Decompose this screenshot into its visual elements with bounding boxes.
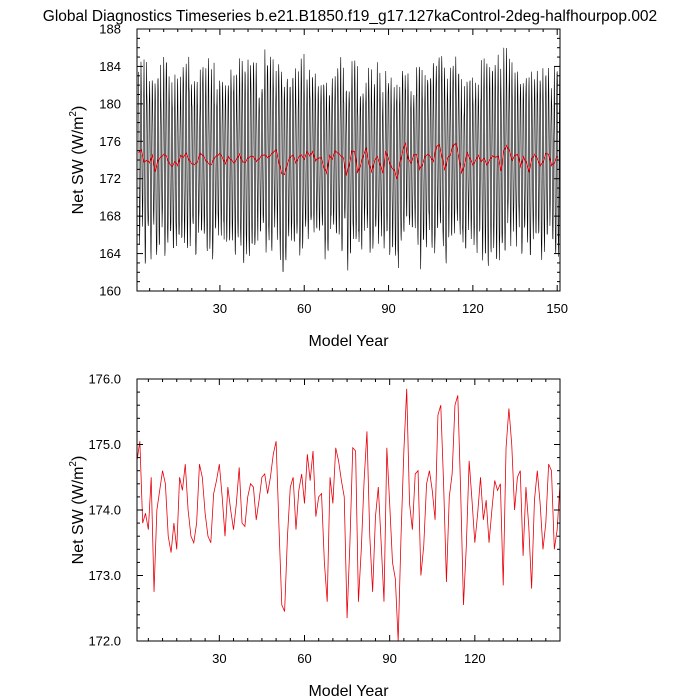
y-tick-label: 175.0 bbox=[88, 437, 121, 452]
x-tick-label: 30 bbox=[213, 301, 227, 316]
monthly-series-line bbox=[138, 47, 561, 273]
top-y-axis-label: Net SW (W/m2) bbox=[68, 106, 87, 215]
x-tick-label: 120 bbox=[462, 301, 484, 316]
top-y-axis-label-sup: 2 bbox=[68, 111, 79, 117]
y-tick-label: 188 bbox=[99, 22, 121, 37]
top-panel: 30 60 90 120 150 160 164 168 172 176 180 184 188 Mo… bbox=[68, 22, 568, 351]
annual-mean-path-bottom bbox=[136, 388, 561, 642]
x-tick-label: 90 bbox=[381, 301, 395, 316]
y-tick-label: 184 bbox=[99, 59, 121, 74]
bottom-y-axis: 172.0 173.0 174.0 175.0 176.0 bbox=[88, 372, 560, 649]
y-tick-label: 172.0 bbox=[88, 634, 121, 649]
x-tick-label: 30 bbox=[212, 651, 226, 666]
x-tick-label: 90 bbox=[382, 651, 396, 666]
monthly-series-path bbox=[138, 47, 561, 273]
bottom-plot-frame bbox=[136, 378, 561, 642]
top-y-axis: 160 164 168 172 176 180 184 188 bbox=[99, 22, 560, 299]
y-tick-label: 180 bbox=[99, 96, 121, 111]
annual-mean-series-line-top bbox=[138, 142, 558, 179]
y-tick-label: 164 bbox=[99, 246, 121, 261]
bottom-panel: 30 60 90 120 172.0 173.0 174.0 175.0 176.0 Mode… bbox=[68, 372, 561, 700]
y-tick-label: 168 bbox=[99, 209, 121, 224]
x-tick-label: 60 bbox=[297, 301, 311, 316]
bottom-x-axis: 30 60 90 120 bbox=[147, 379, 561, 666]
x-tick-label: 150 bbox=[546, 301, 568, 316]
y-tick-label: 174.0 bbox=[88, 503, 121, 518]
bottom-y-axis-label-sup: 2 bbox=[68, 461, 79, 467]
bottom-x-axis-label: Model Year bbox=[308, 683, 389, 700]
bottom-y-axis-label-end: ) bbox=[70, 456, 87, 461]
top-y-axis-label-end: ) bbox=[70, 106, 87, 111]
top-y-axis-label-main: Net SW (W/m bbox=[70, 117, 87, 215]
bottom-y-axis-label-main: Net SW (W/m bbox=[70, 467, 87, 565]
annual-mean-series-line-bottom bbox=[136, 388, 561, 642]
figure-title: Global Diagnostics Timeseries b.e21.B185… bbox=[43, 8, 657, 25]
annual-mean-path-top bbox=[138, 142, 558, 179]
x-tick-label: 60 bbox=[297, 651, 311, 666]
top-x-axis-label: Model Year bbox=[308, 333, 389, 350]
bottom-y-axis-label: Net SW (W/m2) bbox=[68, 456, 87, 565]
y-tick-label: 173.0 bbox=[88, 568, 121, 583]
y-tick-label: 160 bbox=[99, 284, 121, 299]
y-tick-label: 172 bbox=[99, 171, 121, 186]
x-tick-label: 120 bbox=[464, 651, 486, 666]
y-tick-label: 176.0 bbox=[88, 372, 121, 387]
top-x-axis: 30 60 90 120 150 bbox=[149, 29, 568, 316]
y-tick-label: 176 bbox=[99, 134, 121, 149]
